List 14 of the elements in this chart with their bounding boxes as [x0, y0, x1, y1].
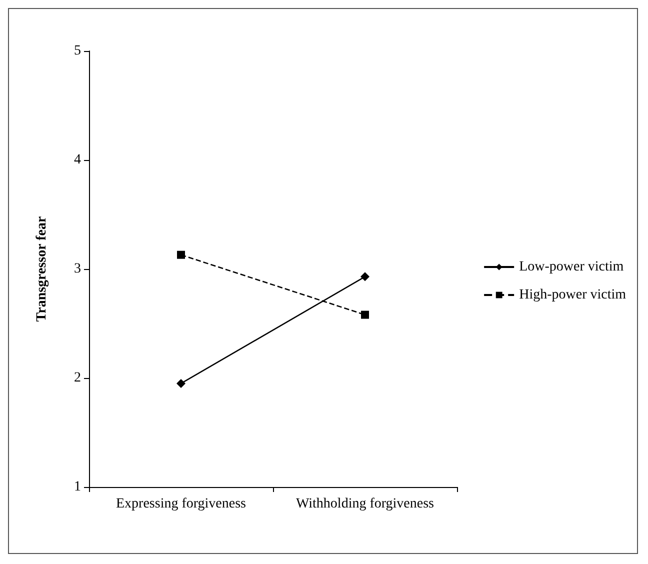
point — [361, 310, 369, 319]
y-axis-title: Transgressor fear — [34, 216, 50, 322]
x-tick-label: Withholding forgiveness — [296, 496, 434, 512]
x-tick-label: Expressing forgiveness — [116, 496, 246, 512]
y-tick-label: 4 — [74, 152, 81, 168]
point — [360, 272, 370, 282]
y-tick-label: 1 — [74, 480, 81, 494]
y-tick-label: 2 — [74, 370, 81, 386]
legend-label: High-power victim — [519, 288, 626, 302]
legend-label: Low-power victim — [519, 260, 624, 274]
y-tick-label: 3 — [74, 262, 81, 276]
y-tick-label: 5 — [74, 44, 81, 58]
point — [177, 250, 185, 259]
point — [176, 378, 186, 388]
